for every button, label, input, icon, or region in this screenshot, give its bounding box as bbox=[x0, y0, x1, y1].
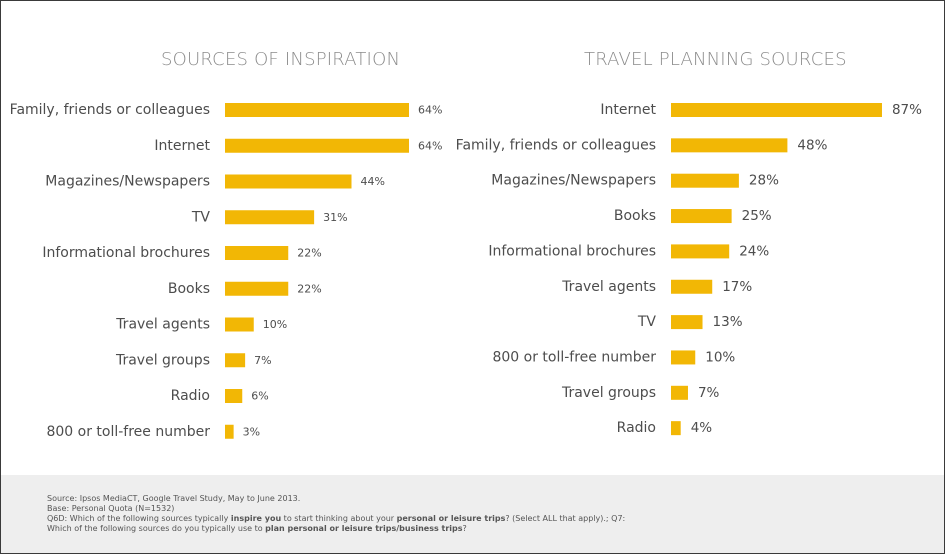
value-label: 7% bbox=[698, 385, 720, 401]
value-label: 44% bbox=[361, 175, 385, 188]
bar bbox=[225, 317, 254, 332]
value-label: 10% bbox=[263, 318, 287, 331]
bar bbox=[225, 138, 409, 153]
category-label: 800 or toll-free number bbox=[46, 424, 210, 440]
value-label: 24% bbox=[739, 243, 769, 259]
bar bbox=[671, 103, 882, 117]
footer-question-q7: Which of the following sources do you ty… bbox=[47, 524, 467, 533]
value-label: 10% bbox=[705, 349, 735, 365]
bar bbox=[671, 421, 681, 436]
value-label: 17% bbox=[722, 279, 752, 295]
bar bbox=[671, 385, 688, 400]
footer-source: Source: Ipsos MediaCT, Google Travel Stu… bbox=[47, 494, 301, 503]
value-label: 22% bbox=[297, 247, 321, 260]
category-label: Travel agents bbox=[561, 279, 656, 295]
value-label: 28% bbox=[749, 173, 779, 189]
value-label: 48% bbox=[797, 137, 827, 153]
category-label: Informational brochures bbox=[42, 245, 210, 261]
footer-base: Base: Personal Quota (N=1532) bbox=[47, 504, 175, 513]
value-label: 3% bbox=[243, 425, 260, 438]
bar bbox=[671, 173, 739, 188]
bar bbox=[671, 244, 730, 259]
bar bbox=[671, 209, 732, 224]
value-label: 6% bbox=[251, 390, 268, 403]
value-label: 25% bbox=[742, 208, 772, 224]
value-label: 7% bbox=[254, 354, 271, 367]
category-label: Internet bbox=[600, 102, 656, 118]
category-label: Books bbox=[168, 281, 210, 297]
bar bbox=[225, 103, 409, 117]
category-label: Radio bbox=[171, 388, 210, 404]
category-label: Travel groups bbox=[561, 385, 656, 401]
category-label: Family, friends or colleagues bbox=[456, 137, 656, 153]
value-label: 87% bbox=[892, 102, 922, 118]
category-label: 800 or toll-free number bbox=[492, 349, 656, 365]
category-label: Magazines/Newspapers bbox=[45, 174, 210, 190]
inspiration-bar-chart: Family, friends or colleagues 64% Internet… bbox=[10, 102, 443, 440]
bar bbox=[671, 279, 713, 294]
value-label: 64% bbox=[418, 104, 442, 117]
bar bbox=[225, 424, 234, 439]
category-label: Travel agents bbox=[115, 317, 210, 333]
category-label: Travel groups bbox=[115, 352, 210, 368]
bar bbox=[225, 246, 289, 260]
value-label: 31% bbox=[323, 211, 347, 224]
value-label: 13% bbox=[713, 314, 743, 330]
category-label: Family, friends or colleagues bbox=[10, 102, 210, 118]
value-label: 4% bbox=[691, 420, 713, 436]
category-label: TV bbox=[637, 314, 657, 330]
value-label: 22% bbox=[297, 282, 321, 295]
category-label: TV bbox=[191, 209, 211, 225]
bar bbox=[671, 350, 696, 365]
footer-notes: Source: Ipsos MediaCT, Google Travel Stu… bbox=[47, 494, 625, 534]
footer: Source: Ipsos MediaCT, Google Travel Stu… bbox=[1, 475, 944, 553]
bar bbox=[225, 210, 315, 225]
bar bbox=[225, 353, 246, 368]
category-label: Books bbox=[614, 208, 656, 224]
bar bbox=[225, 389, 243, 403]
chart-title-inspiration: SOURCES OF INSPIRATION bbox=[161, 49, 401, 70]
planning-bar-chart: Internet 87% Family, friends or colleagues… bbox=[456, 102, 922, 436]
category-label: Internet bbox=[154, 138, 210, 154]
value-label: 64% bbox=[418, 139, 442, 152]
bar bbox=[225, 174, 352, 189]
footer-question-q6d: Q6D: Which of the following sources typi… bbox=[47, 514, 626, 523]
bar bbox=[225, 281, 289, 296]
chart-title-planning: TRAVEL PLANNING SOURCES bbox=[584, 49, 847, 70]
category-label: Informational brochures bbox=[488, 243, 656, 259]
bar bbox=[671, 138, 788, 153]
category-label: Magazines/Newspapers bbox=[491, 173, 656, 189]
bar bbox=[671, 315, 703, 330]
category-label: Radio bbox=[617, 420, 656, 436]
